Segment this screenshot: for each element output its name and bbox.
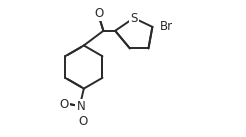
- Text: O: O: [94, 7, 103, 20]
- Text: O: O: [78, 115, 88, 128]
- Text: Br: Br: [160, 20, 173, 33]
- Text: O: O: [60, 98, 69, 111]
- Text: S: S: [130, 12, 138, 25]
- Text: N: N: [77, 100, 85, 113]
